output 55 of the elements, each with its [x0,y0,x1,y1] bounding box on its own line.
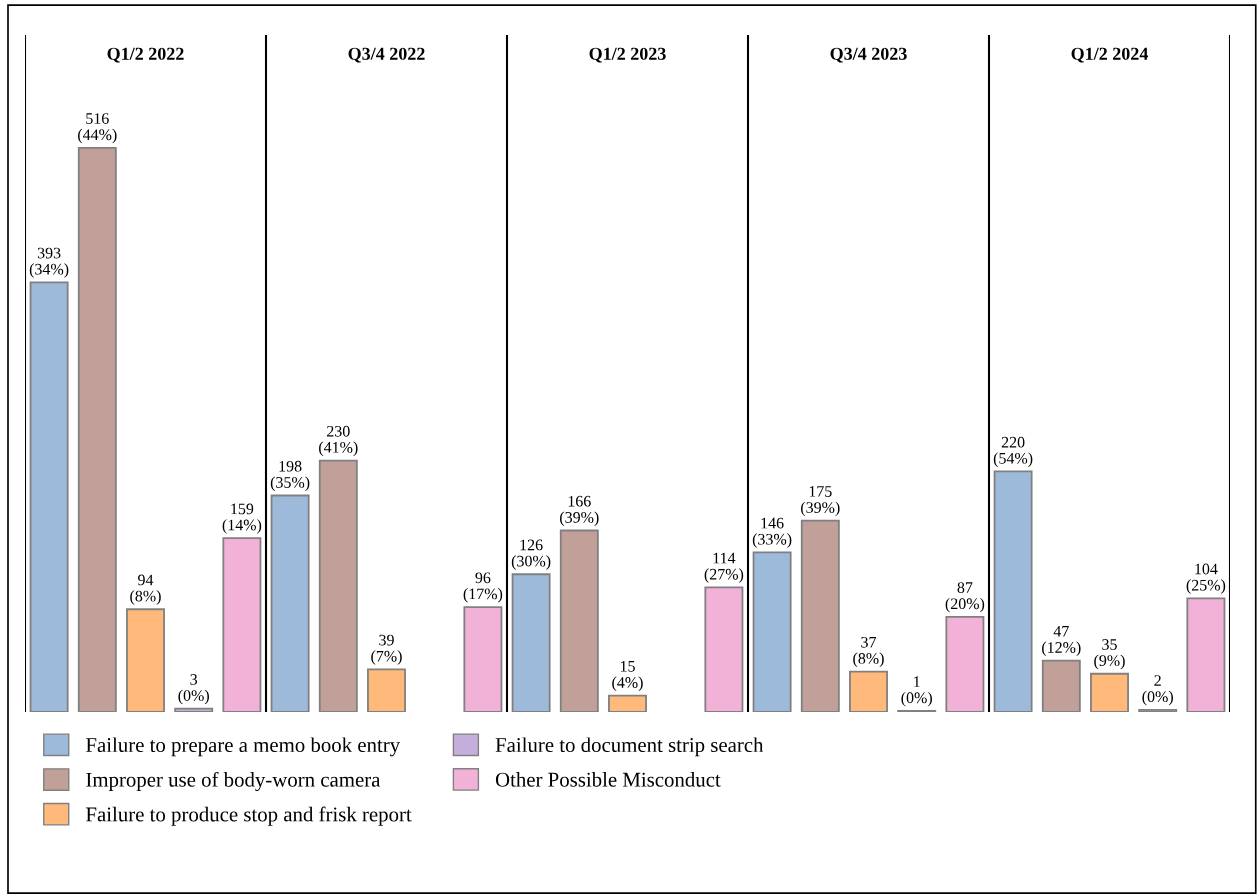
bar [608,694,647,712]
bar [704,586,744,712]
legend-label: Other Possible Misconduct [495,772,721,787]
data-label: 15 (4%) [612,660,643,692]
data-label: 87 (20%) [945,582,985,613]
bar [1138,708,1178,712]
bar [1186,597,1226,712]
x-tick-label: Q3/4 2023 [830,47,907,63]
data-label: 96 (17%) [463,572,503,603]
data-label: 126 (30%) [511,539,551,570]
bar [752,551,792,712]
data-label: 220 (54%) [993,436,1033,467]
bar [222,537,262,712]
bar [29,281,69,712]
data-label: 516 (44%) [78,113,117,144]
bar [945,615,985,712]
data-label: 104 (25%) [1186,563,1226,594]
data-label: 2 (0%) [1142,675,1173,706]
data-label: 159 (14%) [222,503,262,534]
legend-label: Improper use of body-worn camera [86,771,381,792]
bar [511,573,551,712]
bar [126,608,165,712]
bar [77,146,117,712]
data-label: 146 (33%) [752,517,792,548]
x-tick-label: Q1/2 2022 [107,47,184,63]
data-label: 37 (8%) [853,636,884,668]
legend-label: Failure to document strip search [495,737,764,757]
data-label: 393 (34%) [29,247,69,278]
data-label: 198 (35%) [270,460,310,491]
bar [174,707,214,712]
bar [849,670,888,712]
bar [993,470,1033,712]
data-label: 230 (41%) [319,425,358,457]
data-label: 35 (9%) [1094,639,1125,670]
bar [463,606,503,712]
x-tick-label: Q3/4 2022 [348,47,425,63]
legend-label: Failure to produce stop and frisk report [86,806,412,826]
data-label: 94 (8%) [130,574,161,605]
bar [1090,672,1129,712]
bar [318,459,358,712]
data-label: 114 (27%) [704,552,744,583]
bar [1041,659,1081,712]
data-label: 1 (0%) [901,676,932,707]
x-tick-label: Q1/2 2024 [1071,47,1149,63]
x-tick-label: Q1/2 2023 [589,47,666,63]
data-label: 3 (0%) [178,674,209,705]
legend-label: Failure to prepare a memo book entry [86,737,401,757]
data-label: 175 (39%) [801,486,840,517]
data-label: 166 (39%) [560,495,599,526]
bar [270,494,310,712]
bar [800,519,840,712]
data-label: 39 (7%) [371,634,402,665]
bar [559,529,599,712]
bar [367,668,406,712]
data-label: 47 (12%) [1042,626,1081,657]
